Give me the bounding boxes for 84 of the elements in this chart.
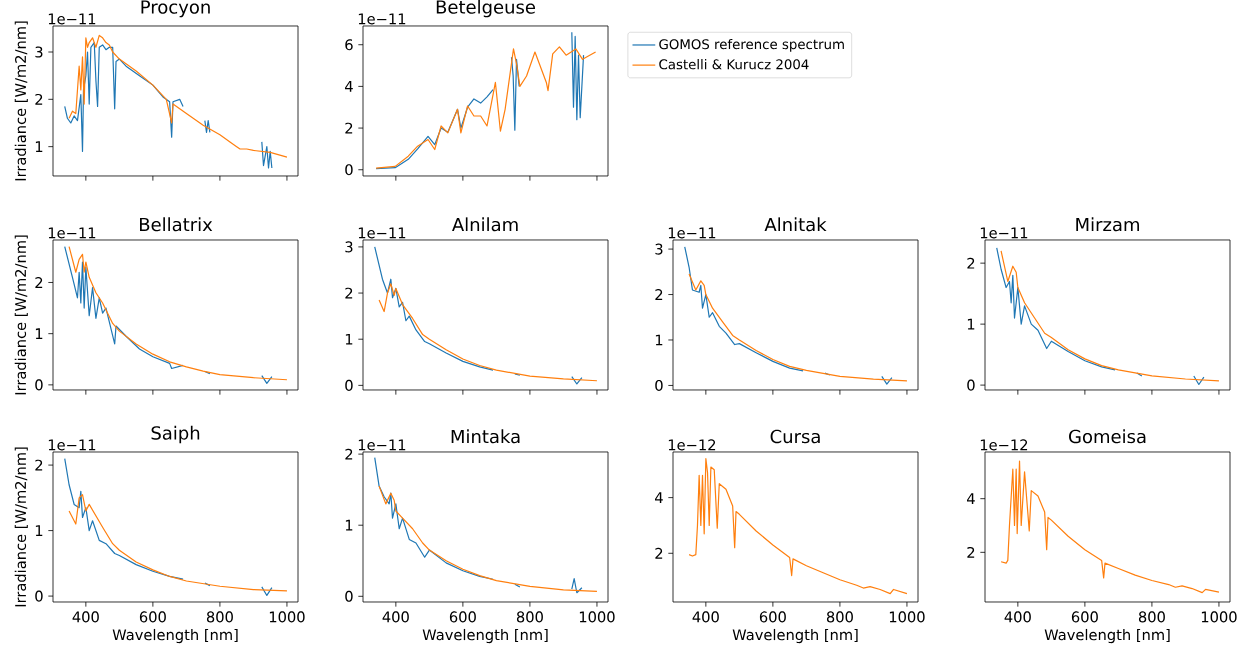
x-tick-label: 800 xyxy=(1138,611,1165,623)
x-tick-label: 800 xyxy=(206,611,233,623)
y-tick-label: 0 xyxy=(345,164,353,176)
line-series xyxy=(68,493,288,592)
x-tick-label: 600 xyxy=(139,611,166,623)
y-tick-label: 1 xyxy=(35,141,43,152)
y-tick-label: 2 xyxy=(35,277,43,288)
chart-title: Gomeisa xyxy=(1069,429,1146,444)
text: 1e−11 xyxy=(358,227,406,239)
y-tick-label: 1 xyxy=(35,525,43,536)
x-axis-title: Wavelength [nm] xyxy=(1044,628,1170,644)
y-tick-label: 1 xyxy=(967,318,975,330)
text: 1e−11 xyxy=(980,227,1028,239)
y-tick-label: 2 xyxy=(967,546,975,558)
x-axis-title: Wavelength [nm] xyxy=(422,628,548,644)
y-tick-label: 2 xyxy=(967,257,975,269)
y-tick-label: 2 xyxy=(345,122,353,134)
x-axis-title: Wavelength [nm] xyxy=(732,628,858,644)
text: 1e−11 xyxy=(48,13,96,25)
x-tick-label: 800 xyxy=(516,611,543,623)
legend-label: Castelli & Kurucz 2004 xyxy=(659,59,809,70)
line-series xyxy=(688,273,908,382)
x-tick-label: 1000 xyxy=(579,611,615,623)
y-axis-title: Irradiance [W/m2/nm] xyxy=(14,235,28,395)
line-series xyxy=(378,485,598,592)
text: 1e−11 xyxy=(48,227,96,239)
y-tick-label: 2 xyxy=(345,448,353,460)
x-tick-label: 1000 xyxy=(889,611,925,623)
y-tick-label: 2 xyxy=(35,93,43,105)
line-series xyxy=(375,46,597,169)
y-tick-label: 1 xyxy=(345,333,353,345)
y-tick-label: 0 xyxy=(655,379,663,391)
chart-title: Saiph xyxy=(151,425,200,444)
y-tick-label: 0 xyxy=(967,379,975,391)
chart-title: Betelgeuse xyxy=(436,0,536,18)
y-tick-label: 4 xyxy=(967,493,975,505)
y-tick-label: 0 xyxy=(345,590,353,602)
x-tick-label: 600 xyxy=(759,611,786,623)
chart-title: Alnilam xyxy=(452,217,518,232)
y-tick-label: 4 xyxy=(345,81,353,92)
chart-title: Bellatrix xyxy=(140,217,213,232)
y-axis-title: Irradiance [W/m2/nm] xyxy=(14,447,28,607)
y-tick-label: 2 xyxy=(345,287,353,299)
line-series xyxy=(1000,460,1220,594)
x-tick-label: 400 xyxy=(72,611,99,623)
y-tick-label: 0 xyxy=(35,590,43,602)
y-tick-label: 2 xyxy=(35,459,43,471)
legend-label: GOMOS reference spectrum xyxy=(659,38,844,52)
x-tick-label: 600 xyxy=(1071,611,1098,623)
y-tick-label: 1 xyxy=(655,334,663,346)
y-tick-label: 6 xyxy=(345,39,353,51)
y-tick-label: 3 xyxy=(35,46,43,58)
chart-title: Mintaka xyxy=(451,429,520,444)
line-series xyxy=(68,34,288,158)
x-tick-label: 600 xyxy=(449,611,476,623)
text: 1e−12 xyxy=(668,439,716,451)
x-tick-label: 400 xyxy=(1004,611,1031,623)
line-series xyxy=(378,283,598,382)
y-tick-label: 0 xyxy=(35,379,43,391)
x-tick-label: 1000 xyxy=(1201,611,1237,623)
y-tick-label: 3 xyxy=(655,243,663,255)
text: 1e−11 xyxy=(358,13,406,25)
x-tick-label: 400 xyxy=(382,611,409,623)
x-axis-title: Wavelength [nm] xyxy=(112,628,238,644)
chart-title: Alnitak xyxy=(764,217,827,232)
text: 1e−11 xyxy=(48,439,96,451)
y-tick-label: 1 xyxy=(345,519,353,531)
y-tick-label: 1 xyxy=(35,328,43,340)
line-series xyxy=(688,458,908,595)
y-tick-label: 3 xyxy=(345,241,353,253)
y-tick-label: 0 xyxy=(345,379,353,391)
y-tick-label: 4 xyxy=(655,492,663,503)
chart-title: Procyon xyxy=(141,0,210,18)
chart-title: Cursa xyxy=(770,429,820,444)
text: 1e−11 xyxy=(358,439,406,451)
chart-title: Mirzam xyxy=(1076,217,1139,232)
y-tick-label: 2 xyxy=(655,289,663,300)
y-axis-title: Irradiance [W/m2/nm] xyxy=(14,21,28,181)
x-tick-label: 400 xyxy=(692,611,719,623)
x-tick-label: 800 xyxy=(826,611,853,623)
x-tick-label: 1000 xyxy=(269,611,305,623)
text: 1e−11 xyxy=(668,227,716,239)
text: 1e−12 xyxy=(980,439,1028,451)
y-tick-label: 2 xyxy=(655,547,663,559)
